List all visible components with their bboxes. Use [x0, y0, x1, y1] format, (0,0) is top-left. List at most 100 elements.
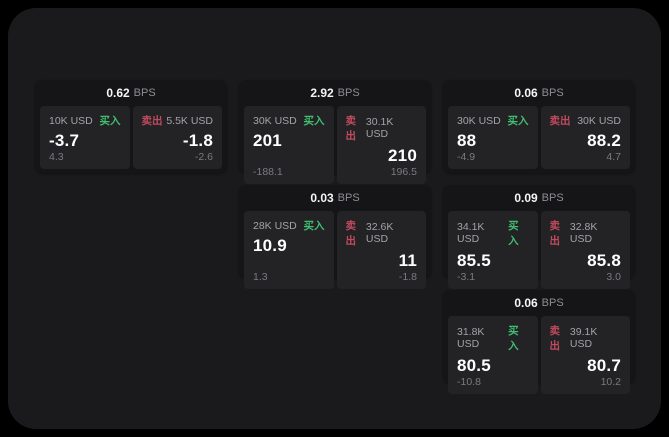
sell-price: 85.8	[587, 251, 621, 270]
sell-amount: 30.1K USD	[365, 116, 394, 140]
buy-price: 80.5	[457, 356, 491, 375]
bps-value: 2.92	[310, 86, 334, 100]
quote-cards-grid: 0.62 BPS 10K USD 买入 -3.7 4.3 卖出 5.5K USD…	[35, 80, 635, 394]
buy-tile[interactable]: 31.8K USD 买入 80.5 -10.8	[448, 316, 538, 394]
sell-tile[interactable]: 卖出 30.1K USD 210 196.5	[336, 106, 426, 184]
quote-card: 0.06 BPS 30K USD 买入 88 -4.9 卖出 30K USD 8…	[443, 80, 635, 173]
bps-unit-label: BPS	[541, 87, 564, 99]
buy-price: 201	[253, 131, 282, 150]
buy-tile-top: 28K USD 买入	[253, 218, 325, 233]
buy-delta: 4.3	[49, 151, 64, 163]
sell-tile-top: 卖出 30.1K USD	[346, 113, 418, 143]
card-header: 0.09 BPS	[443, 185, 635, 211]
buy-amount: 34.1K USD	[457, 221, 485, 245]
buy-amount: 10K USD	[49, 114, 93, 127]
buy-tile[interactable]: 10K USD 买入 -3.7 4.3	[40, 106, 130, 169]
bps-value: 0.09	[514, 191, 538, 205]
sell-tile[interactable]: 卖出 39.1K USD 80.7 10.2	[540, 316, 630, 394]
buy-delta: -188.1	[253, 166, 283, 178]
buy-tile[interactable]: 34.1K USD 买入 85.5 -3.1	[448, 211, 538, 289]
sell-amount: 32.6K USD	[365, 221, 394, 245]
buy-delta: -3.1	[457, 271, 476, 283]
sell-price: 11	[398, 251, 417, 270]
sell-tile[interactable]: 卖出 32.6K USD 11 -1.8	[336, 211, 426, 289]
buy-side-label: 买入	[507, 115, 529, 127]
sell-tile[interactable]: 卖出 32.8K USD 85.8 3.0	[540, 211, 630, 289]
bps-unit-label: BPS	[541, 192, 564, 204]
sell-price: 80.7	[587, 356, 621, 375]
buy-tile[interactable]: 30K USD 买入 88 -4.9	[448, 106, 538, 169]
sell-tile-top: 卖出 39.1K USD	[550, 323, 622, 353]
sell-price: -1.8	[182, 131, 213, 150]
buy-delta: 1.3	[253, 271, 268, 283]
bps-value: 0.06	[514, 86, 538, 100]
quote-tiles: 28K USD 买入 10.9 1.3 卖出 32.6K USD 11 -1.8	[239, 211, 431, 294]
buy-tile[interactable]: 28K USD 买入 10.9 1.3	[244, 211, 334, 289]
sell-side-label: 卖出	[549, 115, 571, 127]
buy-side-label: 买入	[303, 220, 325, 232]
card-header: 0.06 BPS	[443, 290, 635, 316]
sell-price: 210	[388, 146, 417, 165]
sell-side-label: 卖出	[141, 115, 163, 127]
bps-unit-label: BPS	[133, 87, 156, 99]
sell-amount: 30K USD	[577, 114, 621, 127]
card-header: 0.06 BPS	[443, 80, 635, 106]
buy-tile[interactable]: 30K USD 买入 201 -188.1	[244, 106, 334, 184]
buy-side-label: 买入	[508, 220, 519, 247]
sell-delta: 10.2	[600, 376, 621, 388]
sell-delta: -2.6	[194, 151, 213, 163]
buy-side-label: 买入	[303, 115, 325, 127]
bps-value: 0.62	[106, 86, 130, 100]
buy-amount: 31.8K USD	[457, 326, 485, 350]
quote-tiles: 31.8K USD 买入 80.5 -10.8 卖出 39.1K USD 80.…	[443, 316, 635, 399]
bps-unit-label: BPS	[337, 87, 360, 99]
quote-tiles: 30K USD 买入 201 -188.1 卖出 30.1K USD 210 1…	[239, 106, 431, 189]
sell-amount: 5.5K USD	[166, 114, 213, 127]
bps-value: 0.03	[310, 191, 334, 205]
buy-delta: -10.8	[457, 376, 481, 388]
bps-unit-label: BPS	[337, 192, 360, 204]
buy-amount: 30K USD	[457, 114, 501, 127]
buy-price: -3.7	[49, 131, 80, 150]
buy-tile-top: 30K USD 买入	[253, 113, 325, 128]
sell-side-label: 卖出	[549, 325, 561, 352]
buy-tile-top: 10K USD 买入	[49, 113, 121, 128]
bps-unit-label: BPS	[541, 297, 564, 309]
bps-value: 0.06	[514, 296, 538, 310]
quote-card: 0.06 BPS 31.8K USD 买入 80.5 -10.8 卖出 39.1…	[443, 290, 635, 394]
sell-tile-top: 卖出 30K USD	[550, 113, 622, 128]
sell-tile-top: 卖出 32.6K USD	[346, 218, 418, 248]
sell-amount: 39.1K USD	[569, 326, 598, 350]
sell-tile-top: 卖出 5.5K USD	[142, 113, 214, 128]
buy-price: 88	[457, 131, 477, 150]
buy-price: 85.5	[457, 251, 491, 270]
buy-tile-top: 31.8K USD 买入	[457, 323, 529, 353]
sell-tile[interactable]: 卖出 30K USD 88.2 4.7	[540, 106, 630, 169]
quote-tiles: 30K USD 买入 88 -4.9 卖出 30K USD 88.2 4.7	[443, 106, 635, 174]
buy-amount: 30K USD	[253, 114, 297, 127]
buy-delta: -4.9	[457, 151, 476, 163]
sell-tile[interactable]: 卖出 5.5K USD -1.8 -2.6	[132, 106, 222, 169]
quote-card: 0.03 BPS 28K USD 买入 10.9 1.3 卖出 32.6K US…	[239, 185, 431, 289]
sell-delta: 3.0	[606, 271, 621, 283]
buy-side-label: 买入	[508, 325, 519, 352]
sell-price: 88.2	[587, 131, 621, 150]
sell-side-label: 卖出	[549, 220, 561, 247]
sell-delta: 4.7	[606, 151, 621, 163]
buy-amount: 28K USD	[253, 219, 297, 232]
buy-tile-top: 30K USD 买入	[457, 113, 529, 128]
sell-delta: 196.5	[390, 166, 417, 178]
sell-side-label: 卖出	[345, 115, 357, 142]
sell-side-label: 卖出	[345, 220, 357, 247]
quote-card: 0.62 BPS 10K USD 买入 -3.7 4.3 卖出 5.5K USD…	[35, 80, 227, 173]
card-header: 2.92 BPS	[239, 80, 431, 106]
app-panel: 0.62 BPS 10K USD 买入 -3.7 4.3 卖出 5.5K USD…	[8, 8, 661, 429]
sell-tile-top: 卖出 32.8K USD	[550, 218, 622, 248]
card-header: 0.03 BPS	[239, 185, 431, 211]
card-header: 0.62 BPS	[35, 80, 227, 106]
quote-tiles: 10K USD 买入 -3.7 4.3 卖出 5.5K USD -1.8 -2.…	[35, 106, 227, 174]
buy-tile-top: 34.1K USD 买入	[457, 218, 529, 248]
sell-amount: 32.8K USD	[569, 221, 598, 245]
sell-delta: -1.8	[398, 271, 417, 283]
buy-price: 10.9	[253, 236, 287, 255]
